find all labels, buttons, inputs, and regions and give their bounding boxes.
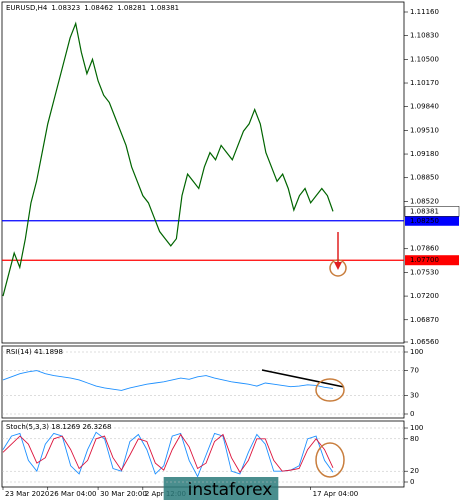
y-tick-label: 100 <box>410 424 423 432</box>
y-tick-label: 1.07530 <box>410 268 439 276</box>
rsi-reading: 41.1898 <box>34 348 63 356</box>
x-tick-label: 23 Mar 2020 <box>5 490 49 498</box>
price-level-box <box>405 255 459 266</box>
watermark-bg <box>163 477 279 500</box>
chart-title: EURUSD,H4 1.08323 1.08462 1.08281 1.08381 <box>6 4 179 12</box>
y-tick-label: 100 <box>410 348 423 356</box>
y-tick-label: 1.11160 <box>410 8 439 16</box>
y-tick-label: 1.10500 <box>410 55 439 63</box>
price-level-box <box>405 215 459 226</box>
y-tick-label: 1.09840 <box>410 103 439 111</box>
y-tick-label: 1.08520 <box>410 197 439 205</box>
series-line <box>2 21 334 297</box>
price-level-label: 1.08250 <box>410 217 439 225</box>
plot-layer: 1.11160 1.10830 1.10500 1.10170 1.09840 1.095… <box>2 8 460 500</box>
series-line <box>2 431 334 478</box>
x-tick-label: 30 Mar 20:00 <box>100 490 147 498</box>
stoch-title: Stoch(5,3,3) 18.1269 26.3268 <box>6 423 111 431</box>
price-panel <box>1 1 405 344</box>
series-line <box>2 433 334 474</box>
rsi-title: RSI(14) 41.1898 <box>6 348 63 356</box>
stoch-reading: 26.3268 <box>82 423 111 431</box>
rsi-panel <box>1 345 405 419</box>
quote-value: 1.08462 <box>84 4 113 12</box>
stoch-title-text: Stoch(5,3,3) <box>6 423 49 431</box>
y-tick-label: 1.09510 <box>410 126 439 134</box>
x-tick-label: 26 Mar 04:00 <box>50 490 97 498</box>
y-tick-label: 1.09180 <box>410 150 439 158</box>
y-tick-label: 70 <box>410 367 419 375</box>
y-tick-label: 0 <box>410 478 414 486</box>
annotation-circle <box>315 378 345 402</box>
y-tick-label: 1.08850 <box>410 174 439 182</box>
watermark: instaforex <box>188 480 273 500</box>
annotation-circle <box>315 442 345 478</box>
y-tick-label: 20 <box>410 467 419 475</box>
y-tick-label: 1.07860 <box>410 245 439 253</box>
current-price-label: 1.08381 <box>410 207 439 215</box>
series-line <box>2 370 334 391</box>
quote-value: 1.08381 <box>150 4 179 12</box>
quote-value: 1.08281 <box>117 4 146 12</box>
y-tick-label: 1.10170 <box>410 79 439 87</box>
trend-line <box>261 369 345 388</box>
y-tick-label: 1.10830 <box>410 32 439 40</box>
y-tick-label: 1.07200 <box>410 292 439 300</box>
stoch-reading: 18.1269 <box>51 423 80 431</box>
rsi-title-text: RSI(14) <box>6 348 32 356</box>
quote-value: 1.08323 <box>51 4 80 12</box>
x-tick-label: 17 Apr 04:00 <box>313 490 359 498</box>
arrow-head <box>334 262 342 270</box>
current-price-box <box>404 206 460 217</box>
y-tick-label: 0 <box>410 410 414 418</box>
y-tick-label: 80 <box>410 435 419 443</box>
price-level-label: 1.07700 <box>410 256 439 264</box>
y-tick-label: 30 <box>410 391 419 399</box>
y-tick-label: 1.06560 <box>410 338 439 346</box>
y-tick-label: 1.06870 <box>410 316 439 324</box>
